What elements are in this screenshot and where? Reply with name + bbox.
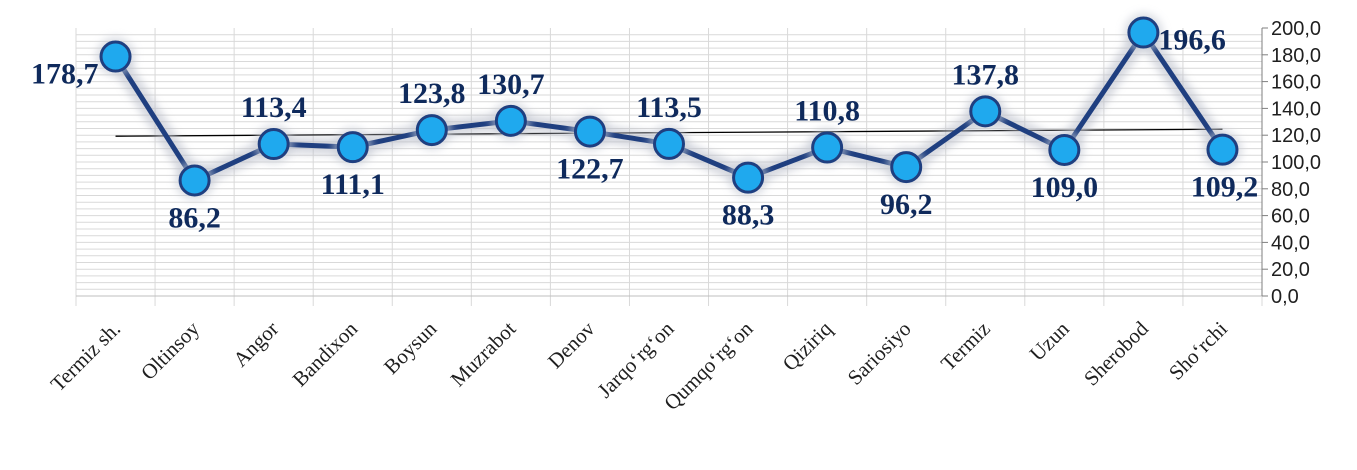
category-label: Jarqo‘rg‘on xyxy=(593,316,679,402)
y-tick-label: 180,0 xyxy=(1271,45,1321,67)
data-label: 86,2 xyxy=(168,201,221,234)
data-label: 110,8 xyxy=(794,95,860,128)
data-label: 113,5 xyxy=(636,91,702,124)
gridlines xyxy=(75,28,1263,306)
y-tick-labels: 0,0 20,0 40,0 60,0 80,0 100,0 120,0 140,0 160,0 1… xyxy=(1271,18,1321,308)
category-label: Termiz xyxy=(936,317,995,376)
data-label: 137,8 xyxy=(952,58,1020,91)
data-point xyxy=(1048,133,1081,166)
category-label: Sho‘rchi xyxy=(1164,316,1232,384)
category-label: Sariosiyo xyxy=(843,317,916,390)
category-label: Boysun xyxy=(379,316,442,379)
data-point xyxy=(573,115,606,148)
data-label: 178,7 xyxy=(31,58,99,91)
data-label: 122,7 xyxy=(556,153,624,186)
data-point xyxy=(1206,133,1239,166)
data-point xyxy=(1127,16,1160,49)
y-tick-label: 40,0 xyxy=(1271,232,1310,254)
y-tick-label: 120,0 xyxy=(1271,125,1321,147)
data-label: 123,8 xyxy=(398,77,466,110)
y-tick-label: 200,0 xyxy=(1271,18,1321,40)
axes xyxy=(76,27,1268,297)
category-label: Muzrabot xyxy=(446,316,521,391)
data-point xyxy=(494,104,527,137)
y-tick-label: 80,0 xyxy=(1271,179,1310,201)
y-tick-label: 0,0 xyxy=(1271,286,1299,308)
data-point xyxy=(969,95,1002,128)
data-labels: 178,7 86,2 113,4 111,1 123,8 130,7 122,7 113,5 8… xyxy=(31,24,1258,235)
y-tick-label: 140,0 xyxy=(1271,98,1321,120)
data-label: 109,0 xyxy=(1031,171,1099,204)
data-point xyxy=(99,40,132,73)
data-point xyxy=(653,127,685,160)
y-tick-label: 160,0 xyxy=(1271,72,1321,94)
data-label: 113,4 xyxy=(241,91,307,124)
data-label: 96,2 xyxy=(880,188,933,221)
category-label: Termiz sh. xyxy=(46,317,125,396)
category-label: Oltinsoy xyxy=(136,316,204,384)
category-label: Denov xyxy=(543,316,600,373)
y-tick-label: 20,0 xyxy=(1271,259,1310,281)
category-labels: Termiz sh. Oltinsoy Angor Bandixon Boysun Muz… xyxy=(46,316,1232,415)
y-tick-label: 60,0 xyxy=(1271,206,1310,228)
data-label: 196,6 xyxy=(1158,24,1226,57)
category-label: Qiziriq xyxy=(778,316,837,375)
category-label: Sherobod xyxy=(1079,316,1153,390)
data-point xyxy=(178,164,211,197)
data-point xyxy=(811,131,844,164)
category-label: Uzun xyxy=(1025,316,1074,365)
data-point xyxy=(732,161,765,194)
category-label: Bandixon xyxy=(288,316,363,391)
data-label: 109,2 xyxy=(1191,171,1259,204)
data-label: 88,3 xyxy=(722,199,775,232)
data-point xyxy=(890,151,923,184)
data-label: 130,7 xyxy=(477,68,545,101)
data-point xyxy=(415,114,448,147)
data-points xyxy=(95,12,1243,201)
data-point xyxy=(336,131,369,164)
data-point xyxy=(257,128,290,161)
data-label: 111,1 xyxy=(321,168,385,201)
y-tick-label: 100,0 xyxy=(1271,152,1321,174)
category-label: Angor xyxy=(228,317,283,372)
